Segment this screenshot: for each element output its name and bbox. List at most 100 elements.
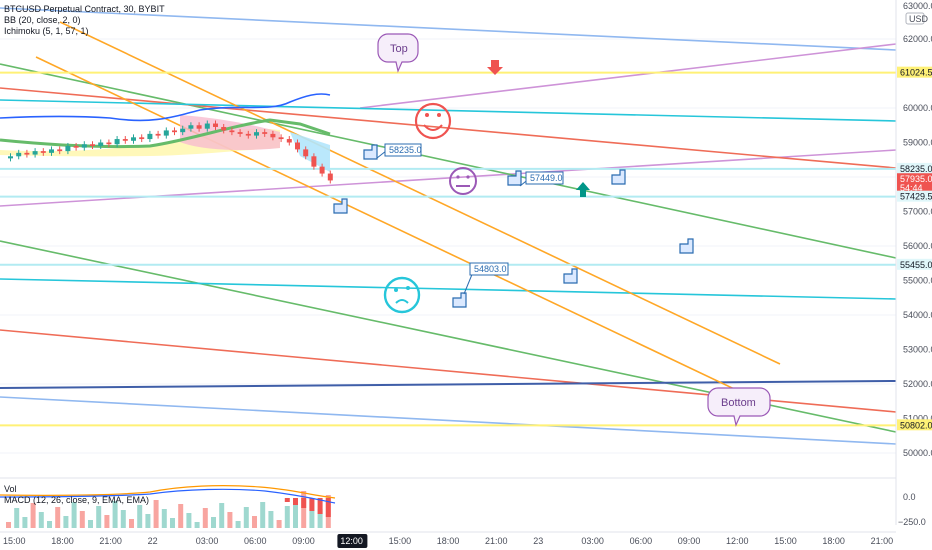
price-tick-label: 51000.0 <box>903 414 932 424</box>
volume-bar <box>227 512 233 528</box>
legend-macd: MACD (12, 26, close, 9, EMA, EMA) <box>4 495 150 505</box>
candle-body <box>188 125 194 129</box>
macd-histogram-bar <box>325 498 331 517</box>
macd-histogram-bar <box>317 498 323 514</box>
time-crosshair-tag <box>337 534 368 548</box>
time-label: 12:00 <box>726 536 749 546</box>
candle-body <box>180 128 186 133</box>
legend[interactable]: BTCUSD Perpetual Contract, 30, BYBIT BB … <box>4 4 165 37</box>
candle-body <box>90 144 95 146</box>
candle-body <box>204 123 210 129</box>
volume-bar <box>309 500 315 528</box>
candle-body <box>163 130 169 136</box>
price-tag-4 <box>897 258 932 270</box>
time-label: 15:00 <box>3 536 26 546</box>
candle-body <box>73 145 79 148</box>
price-tag-label: 61024.5 <box>900 68 932 78</box>
candle-body <box>57 149 63 152</box>
volume-bar <box>194 522 200 528</box>
time-label: 21:00 <box>99 536 122 546</box>
macd-scale-zero: 0.0 <box>903 492 916 502</box>
volume-bar <box>104 515 110 528</box>
volume-bar <box>79 511 85 528</box>
candle-body <box>172 130 177 133</box>
candle-body <box>49 149 54 153</box>
horizontal-levels[interactable] <box>0 71 896 427</box>
time-label: 22 <box>148 536 158 546</box>
candle-body <box>196 125 202 129</box>
candle-body <box>65 145 71 152</box>
time-label: 21:00 <box>871 536 894 546</box>
callout-58235: 58235.0 <box>376 143 422 159</box>
time-label: 21:00 <box>485 536 508 546</box>
price-tick-label: 50000.0 <box>903 448 932 458</box>
legend-vol: Vol <box>4 484 17 494</box>
candle-body <box>139 137 145 140</box>
candle-body <box>319 166 325 174</box>
callout-54803-label: 54803.0 <box>474 264 507 274</box>
price-tag-1 <box>897 162 932 174</box>
bottom-bubble: Bottom <box>707 387 771 427</box>
callout-58235-label: 58235.0 <box>389 145 422 155</box>
trendline-navy <box>0 380 897 389</box>
macd-scale-low: −250.0 <box>898 517 926 527</box>
price-tick-label: 62000.0 <box>903 34 932 44</box>
time-label: 15:00 <box>389 536 412 546</box>
time-label: 18:00 <box>822 536 845 546</box>
volume-bar <box>178 504 184 528</box>
legend-symbol: BTCUSD Perpetual Contract, 30, BYBIT <box>4 4 165 14</box>
volume-bar <box>30 503 36 528</box>
candle-body <box>32 151 38 155</box>
trendline-orange-lower <box>35 56 771 407</box>
time-label: 12:00 <box>340 536 363 546</box>
hand-pointer-icons <box>333 144 694 308</box>
price-tag-3 <box>897 190 932 202</box>
trendline-orange-upper <box>59 21 781 365</box>
candle-body <box>155 133 161 136</box>
price-tick-label: 52000.0 <box>903 379 932 389</box>
volume-bar <box>268 511 274 528</box>
volume-bar <box>55 507 61 528</box>
volume-bar <box>6 522 11 528</box>
volume-bar <box>170 518 175 528</box>
time-label: 06:00 <box>630 536 653 546</box>
price-scale-top-label: 63000.0 <box>903 1 932 11</box>
sad-face-icon <box>383 276 421 314</box>
trendline-cyan-upper <box>0 99 897 122</box>
volume-bar <box>120 510 126 528</box>
time-label: 03:00 <box>196 536 219 546</box>
volume-bar <box>219 503 225 528</box>
arrow-down-icon <box>487 60 503 75</box>
volume-bar <box>14 508 20 528</box>
volume-bar <box>63 516 69 528</box>
volume-bar <box>22 517 28 528</box>
trendline-blue-top <box>0 7 897 51</box>
candle-body <box>303 149 309 157</box>
volume-bar <box>211 517 216 528</box>
neutral-face-icon <box>449 167 477 195</box>
price-tick-label: 59000.0 <box>903 138 932 148</box>
volume-bar <box>71 502 77 528</box>
candle-body <box>106 142 112 145</box>
candle-body <box>311 156 317 167</box>
legend-ichimoku: Ichimoku (5, 1, 57, 1) <box>4 26 89 36</box>
time-label: 18:00 <box>51 536 74 546</box>
time-axis[interactable]: 15:00 18:00 21:00 22 03:00 06:00 09:00 12:00 15:… <box>0 531 932 550</box>
candle-body <box>16 152 22 157</box>
candle-body <box>270 133 276 138</box>
candle-body <box>237 132 243 134</box>
candle-body <box>122 139 128 141</box>
candle-body <box>147 133 153 140</box>
volume-bar <box>252 516 257 528</box>
volume-bar <box>96 506 102 528</box>
legend-lower[interactable]: Vol MACD (12, 26, close, 9, EMA, EMA) <box>4 484 149 506</box>
price-scale[interactable]: 62000.061000.060000.059000.058000.057000… <box>895 0 932 550</box>
candle-body <box>229 130 235 133</box>
volume-bar <box>202 508 208 528</box>
volume-bar <box>317 509 323 528</box>
candle-body <box>24 152 30 155</box>
time-label: 18:00 <box>437 536 460 546</box>
candle-body <box>245 133 251 136</box>
volume-bar <box>38 512 44 528</box>
